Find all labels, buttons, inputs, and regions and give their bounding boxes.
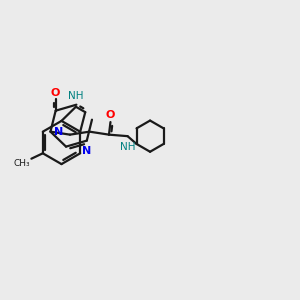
Text: N: N <box>54 127 63 137</box>
Text: NH: NH <box>120 142 135 152</box>
Text: N: N <box>82 146 92 156</box>
Text: CH₃: CH₃ <box>13 159 30 168</box>
Text: NH: NH <box>68 92 83 101</box>
Text: O: O <box>106 110 115 120</box>
Text: O: O <box>51 88 60 98</box>
